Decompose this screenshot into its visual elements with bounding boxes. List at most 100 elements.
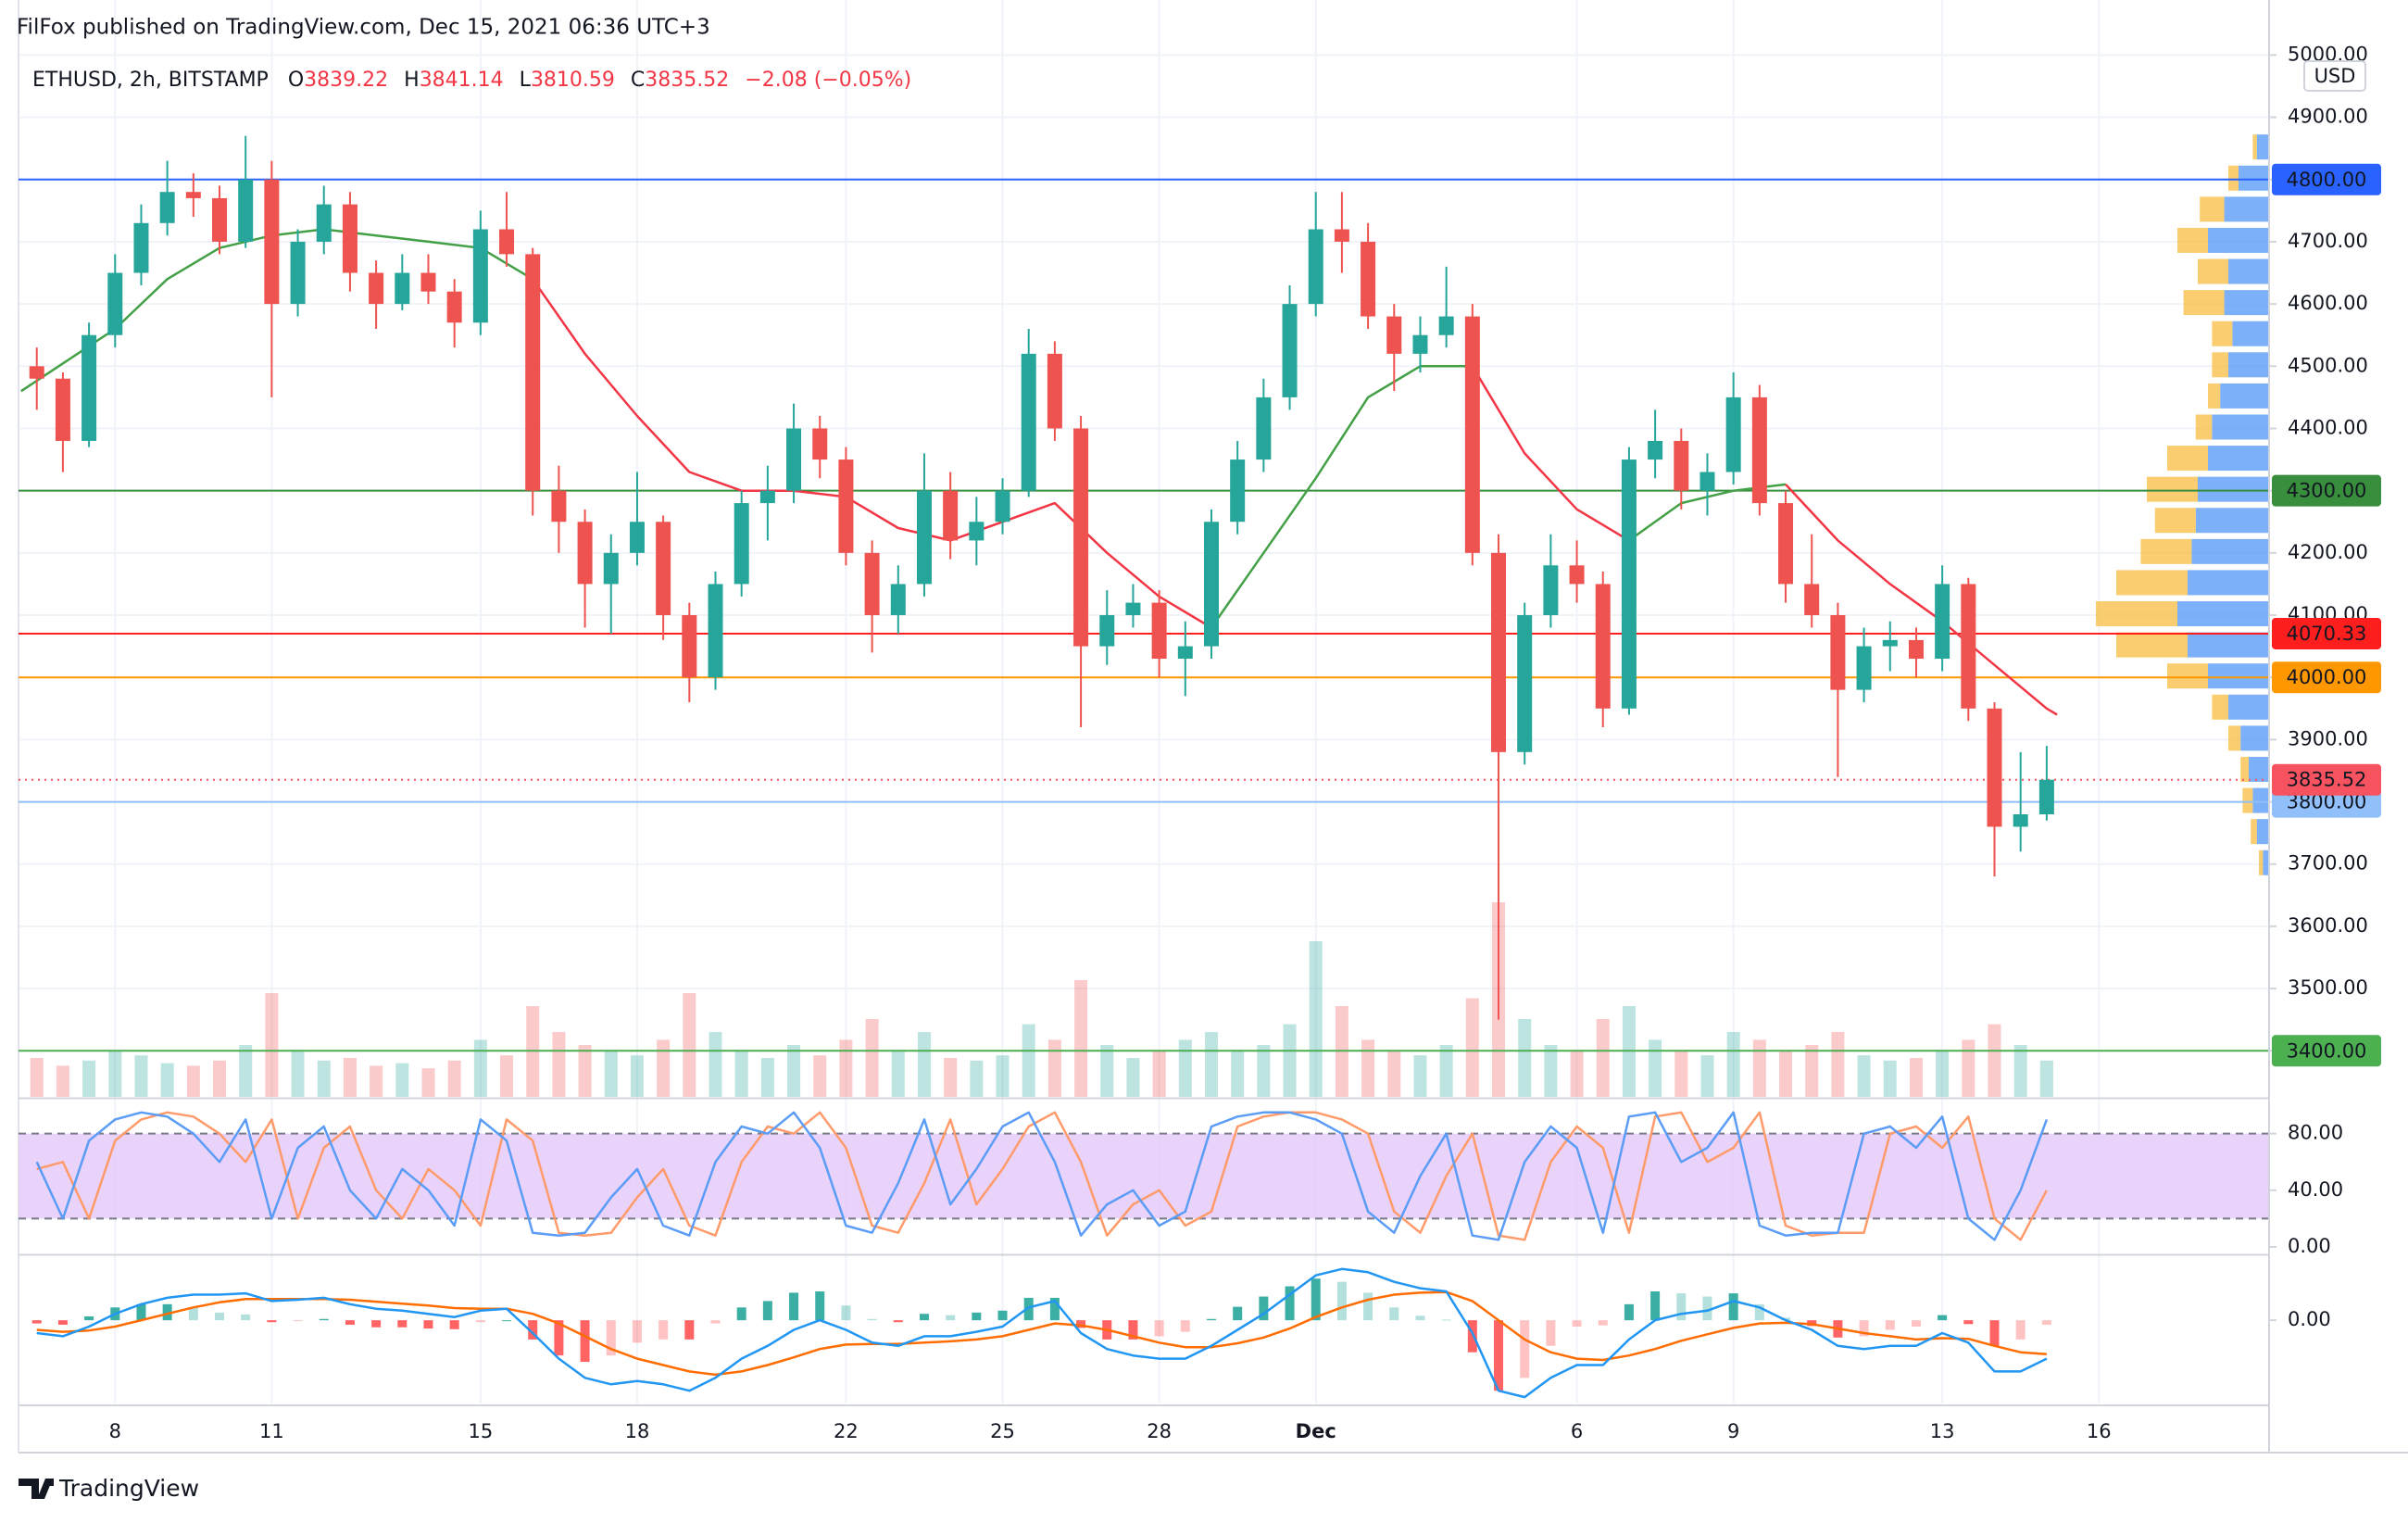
macd-histogram (1389, 1307, 1399, 1321)
macd-histogram (1441, 1319, 1451, 1321)
volume-bar (1988, 1024, 2001, 1097)
volume-bar (1779, 1050, 1793, 1097)
volume-bar (1283, 1024, 1297, 1097)
volume-bar (1022, 1024, 1035, 1097)
candle-body (656, 522, 671, 616)
volume-bar (239, 1045, 253, 1097)
volume-bar (134, 1055, 148, 1097)
macd-histogram (1728, 1293, 1738, 1321)
profile-up (2208, 446, 2269, 472)
y-tick-label: 4900.00 (2288, 106, 2368, 128)
candle-body (395, 272, 410, 305)
candle-body (212, 197, 228, 242)
profile-up (2263, 850, 2269, 875)
volume-bar (500, 1055, 514, 1097)
volume-bar (186, 1065, 200, 1097)
y-tick-label: 3700.00 (2288, 852, 2368, 875)
level-label-box (2272, 163, 2381, 195)
candle-body (316, 204, 332, 242)
profile-down (2195, 414, 2213, 440)
candle-body (2013, 814, 2028, 827)
y-tick-label: 4600.00 (2288, 292, 2368, 314)
macd-histogram (502, 1320, 512, 1322)
profile-up (2224, 196, 2269, 222)
volume-bar (1857, 1055, 1871, 1097)
candle-body (1621, 459, 1637, 709)
level-label-box (2272, 1035, 2381, 1067)
macd-histogram (1049, 1297, 1060, 1321)
macd-histogram (528, 1320, 538, 1340)
logo: TradingView (19, 1475, 199, 1502)
volume-bar (1204, 1032, 1218, 1097)
profile-down (2240, 756, 2249, 782)
profile-down (2198, 258, 2228, 284)
macd-histogram (1076, 1320, 1086, 1328)
profile-down (2212, 694, 2228, 720)
candle-body (1804, 584, 1820, 616)
price-change: −2.08 (−0.05%) (745, 69, 911, 92)
y-tick-label: 0.00 (2288, 1308, 2331, 1330)
volume-bar (1752, 1039, 1766, 1097)
x-tick-label: 6 (1571, 1420, 1583, 1442)
volume-bar (1909, 1058, 1923, 1097)
volume-bar (970, 1060, 984, 1097)
candle-body (943, 490, 959, 541)
candle-body (133, 222, 149, 273)
volume-bar (1700, 1055, 1714, 1097)
y-tick-label: 0.00 (2288, 1235, 2331, 1257)
candle-body (890, 584, 906, 616)
macd-histogram (789, 1292, 799, 1321)
macd-histogram (867, 1318, 877, 1321)
x-tick-label: 13 (1930, 1420, 1955, 1442)
level-label: 4070.33 (2287, 623, 2367, 645)
profile-down (2200, 196, 2225, 222)
volume-bar (30, 1058, 44, 1097)
profile-down (2154, 508, 2196, 534)
footer-brand: TradingView (58, 1475, 199, 1502)
candle-body (1151, 602, 1167, 660)
y-tick-label: 3900.00 (2288, 727, 2368, 749)
candle-body (264, 179, 280, 305)
macd-histogram (1859, 1320, 1869, 1337)
y-tick-label: 3500.00 (2288, 976, 2368, 999)
candle-body (1595, 584, 1611, 709)
volume-bar (996, 1055, 1010, 1097)
candle-body (1778, 503, 1794, 585)
profile-down (2177, 227, 2208, 253)
macd-histogram (1702, 1296, 1712, 1321)
macd-histogram (841, 1305, 851, 1321)
macd-histogram (1154, 1320, 1164, 1337)
macd-histogram (345, 1320, 355, 1325)
volume-bar (578, 1045, 592, 1097)
profile-up (2212, 414, 2269, 440)
macd-histogram (736, 1307, 746, 1321)
macd-histogram (1546, 1320, 1556, 1346)
y-tick-label: 80.00 (2288, 1122, 2343, 1144)
symbol: ETHUSD, 2h, BITSTAMP (32, 69, 269, 92)
macd-line (36, 1267, 2048, 1399)
candle-body (812, 428, 828, 460)
macd-histogram (1963, 1320, 1974, 1325)
macd-histogram (1754, 1303, 1764, 1321)
volume-bar (1805, 1045, 1819, 1097)
candle-body (1282, 304, 1298, 397)
macd-histogram (241, 1314, 251, 1321)
profile-up (2224, 290, 2269, 316)
profile-down (2116, 632, 2188, 658)
macd-histogram (1598, 1320, 1608, 1326)
ohlc-label: L (520, 69, 532, 92)
candle-body (1491, 552, 1507, 752)
macd-histogram (762, 1301, 772, 1321)
candle-body (1543, 565, 1559, 616)
profile-up (2252, 787, 2269, 813)
candle-body (159, 192, 175, 223)
symbol-legend: ETHUSD, 2h, BITSTAMP O3839.22 H3841.14 L… (32, 69, 911, 92)
profile-down (2251, 819, 2257, 845)
level-label: 4000.00 (2287, 666, 2367, 688)
x-tick-label: 18 (625, 1420, 650, 1442)
macd-histogram (31, 1320, 42, 1324)
macd-histogram (162, 1303, 172, 1321)
candle-body (290, 241, 306, 305)
